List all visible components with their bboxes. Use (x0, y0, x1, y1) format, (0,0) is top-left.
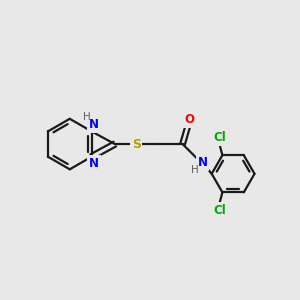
Text: S: S (132, 138, 141, 151)
Text: H: H (191, 165, 199, 175)
Text: O: O (184, 113, 194, 126)
Text: N: N (89, 157, 99, 170)
Text: Cl: Cl (213, 204, 226, 217)
Text: Cl: Cl (213, 131, 226, 144)
Text: H: H (83, 112, 91, 122)
Text: N: N (89, 118, 99, 131)
Text: N: N (197, 156, 208, 169)
